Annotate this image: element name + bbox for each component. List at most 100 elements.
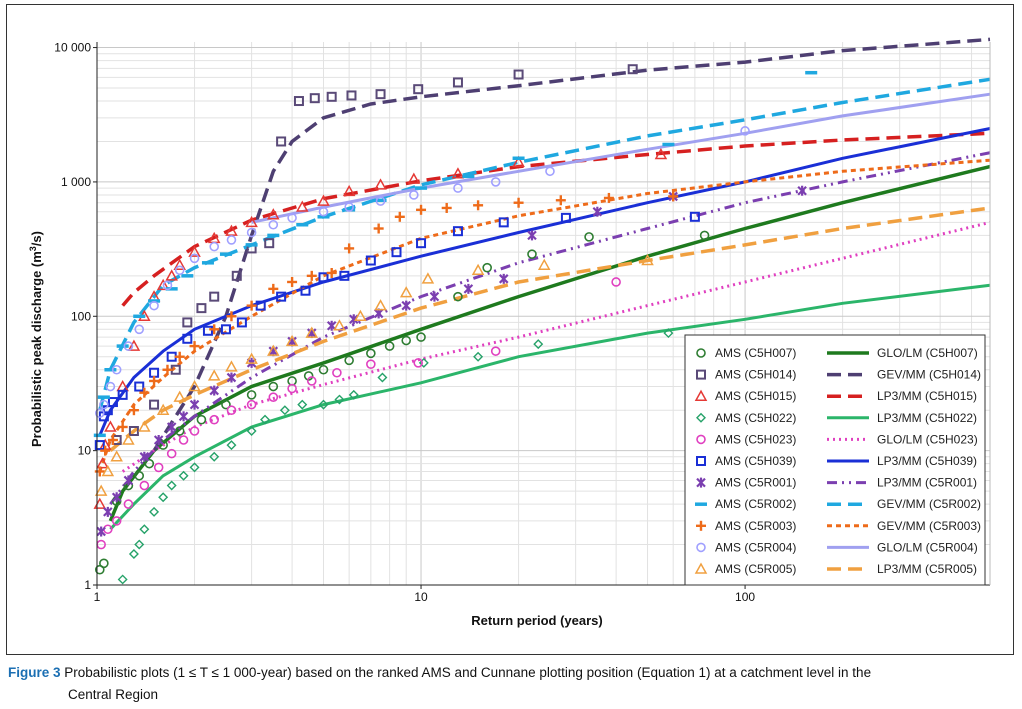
data-point	[111, 364, 122, 375]
data-point	[188, 245, 201, 257]
data-point	[611, 277, 621, 287]
data-point	[285, 334, 299, 347]
data-point	[293, 96, 304, 107]
data-point	[342, 184, 356, 197]
legend-label: AMS (C5R004)	[715, 540, 796, 554]
data-point	[365, 255, 376, 266]
data-point	[375, 196, 386, 206]
legend-marker	[694, 389, 708, 401]
data-point	[348, 314, 359, 325]
data-point	[246, 227, 257, 238]
data-point	[174, 265, 185, 276]
data-point	[473, 351, 484, 362]
data-point	[418, 357, 429, 368]
x-axis-label: Return period (years)	[471, 613, 602, 628]
data-point	[326, 91, 337, 102]
data-point	[490, 177, 501, 187]
data-point	[226, 311, 237, 322]
legend-label: LP3/MM (C5R001)	[877, 476, 977, 490]
data-point	[346, 90, 357, 101]
data-point	[377, 372, 388, 383]
series-curve	[121, 131, 991, 307]
data-point	[373, 223, 384, 234]
data-point	[441, 202, 452, 213]
data-point	[471, 263, 485, 276]
data-point	[188, 379, 201, 392]
data-point	[94, 440, 105, 451]
data-point	[416, 332, 426, 342]
data-point	[149, 399, 160, 410]
data-point	[173, 258, 186, 270]
caption-text-line1: Probabilistic plots (1 ≤ T ≤ 1 000-year)…	[64, 665, 872, 680]
data-point	[100, 445, 111, 456]
data-point	[158, 492, 169, 503]
data-point	[318, 399, 329, 410]
data-point	[416, 238, 427, 249]
series-points	[94, 253, 654, 496]
legend-label: AMS (C5H015)	[715, 389, 796, 403]
data-point	[128, 549, 139, 560]
figure-caption: Figure 3 Probabilistic plots (1 ≤ T ≤ 1 …	[8, 662, 1008, 706]
data-point	[287, 383, 297, 394]
x-tick-label: 10	[414, 590, 428, 604]
data-point	[537, 258, 551, 270]
data-point	[111, 516, 122, 526]
y-tick-label: 10	[78, 444, 92, 458]
data-point	[182, 333, 193, 344]
data-point	[246, 300, 257, 311]
data-point	[246, 390, 257, 400]
legend-label: GEV/MM (C5R003)	[877, 519, 981, 533]
data-point	[260, 414, 271, 425]
data-point	[117, 389, 128, 400]
data-point	[139, 451, 150, 462]
data-point	[123, 341, 134, 351]
legend: AMS (C5H007) AMS (C5H014) AMS (C5H015) AMS …	[684, 334, 986, 586]
legend-label: AMS (C5H023)	[715, 432, 796, 446]
legend-marker	[696, 542, 706, 553]
data-point	[334, 394, 345, 405]
legend-label: AMS (C5H014)	[715, 368, 796, 382]
data-point	[318, 364, 329, 375]
data-point	[134, 324, 145, 335]
data-point	[226, 372, 237, 383]
data-point	[264, 238, 275, 249]
data-point	[255, 300, 266, 311]
data-point	[399, 286, 413, 298]
data-point	[111, 492, 122, 503]
data-point	[654, 147, 668, 160]
series-curve	[98, 158, 991, 472]
data-point	[107, 435, 118, 446]
data-point	[513, 197, 524, 208]
data-point	[473, 200, 484, 211]
caption-text-line2: Central Region	[68, 687, 159, 702]
data-point	[366, 348, 376, 359]
data-point	[498, 217, 509, 228]
data-point	[96, 457, 109, 469]
series-curve	[109, 151, 991, 505]
data-point	[374, 299, 387, 311]
data-point	[452, 77, 463, 88]
data-point	[207, 369, 221, 381]
data-point	[498, 273, 509, 284]
data-point	[279, 405, 290, 416]
data-point	[306, 376, 317, 386]
legend-marker	[694, 562, 708, 574]
data-point	[407, 172, 421, 184]
legend-label: AMS (C5R002)	[715, 497, 796, 511]
data-point	[94, 466, 105, 477]
data-point	[105, 381, 116, 392]
data-point	[453, 183, 463, 193]
data-point	[103, 506, 113, 517]
point-layer	[93, 64, 818, 585]
data-point	[178, 435, 189, 445]
data-point	[740, 126, 750, 136]
data-point	[268, 392, 279, 402]
series-curve	[251, 92, 991, 224]
legend-marker	[696, 348, 706, 358]
data-point	[149, 300, 159, 311]
data-point	[196, 414, 207, 425]
data-point	[99, 399, 109, 410]
data-point	[268, 219, 279, 230]
data-point	[699, 230, 710, 241]
data-point	[226, 235, 237, 245]
